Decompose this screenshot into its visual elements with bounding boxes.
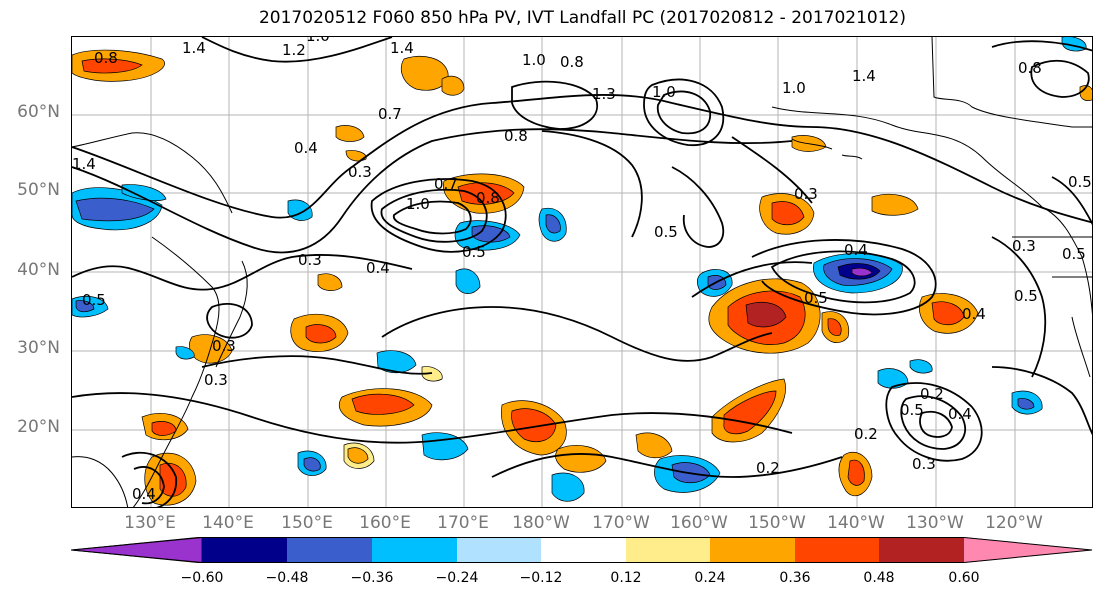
contour-label: 0.3 bbox=[794, 185, 818, 203]
contour-labels: 0.8 1.4 1.2 1.0 1.4 1.0 0.8 1.3 1.0 1.4 … bbox=[72, 37, 1092, 503]
colorbar-tick: 0.48 bbox=[863, 570, 895, 586]
graticule bbox=[72, 37, 1092, 507]
pv-contours bbox=[72, 37, 1092, 507]
contour-label: 0.3 bbox=[1012, 237, 1036, 255]
colorbar-segment-5 bbox=[457, 537, 541, 563]
colorbar-tick: 0.12 bbox=[610, 570, 642, 586]
lon-label-130e: 130°E bbox=[124, 513, 176, 533]
lat-label-60n: 60°N bbox=[17, 102, 60, 122]
contour-label: 0.7 bbox=[378, 105, 402, 123]
contour-label: 0.3 bbox=[912, 455, 936, 473]
contour-label: 1.4 bbox=[182, 39, 206, 57]
lon-label-140w: 140°W bbox=[827, 513, 885, 533]
colorbar-segment-6 bbox=[541, 537, 626, 563]
contour-label: 0.5 bbox=[900, 401, 924, 419]
contour-label: 0.2 bbox=[756, 459, 780, 477]
contour-label: 0.8 bbox=[560, 53, 584, 71]
contour-label: 0.3 bbox=[348, 163, 372, 181]
contour-label: 0.4 bbox=[962, 305, 986, 323]
contour-label: 0.3 bbox=[212, 337, 236, 355]
colorbar-segment-9 bbox=[795, 537, 879, 563]
contour-label: 1.4 bbox=[390, 39, 414, 57]
contour-label: 0.4 bbox=[844, 241, 868, 259]
contour-label: 1.2 bbox=[282, 41, 306, 59]
colorbar-segment-7 bbox=[626, 537, 710, 563]
lon-label-180w: 180°W bbox=[512, 513, 570, 533]
lon-label-150e: 150°E bbox=[281, 513, 333, 533]
colorbar-outline bbox=[71, 537, 1093, 563]
lon-label-120w: 120°W bbox=[985, 513, 1043, 533]
contour-label: 0.4 bbox=[132, 485, 156, 503]
pv-shading bbox=[72, 37, 1092, 506]
contour-label: 0.7 bbox=[434, 175, 458, 193]
contour-label: 1.4 bbox=[852, 67, 876, 85]
contour-label: 0.5 bbox=[804, 289, 828, 307]
lat-label-40n: 40°N bbox=[17, 260, 60, 280]
contour-label: 1.0 bbox=[522, 51, 546, 69]
contour-label: 0.4 bbox=[948, 405, 972, 423]
contour-label: 0.5 bbox=[654, 223, 678, 241]
lon-label-150w: 150°W bbox=[748, 513, 806, 533]
map-title: 2017020512 F060 850 hPa PV, IVT Landfall… bbox=[258, 8, 906, 28]
contour-label: 0.2 bbox=[920, 385, 944, 403]
contour-label: 0.5 bbox=[1014, 287, 1038, 305]
lon-label-140e: 140°E bbox=[202, 513, 254, 533]
contour-label: 1.0 bbox=[306, 37, 330, 45]
contour-label: 1.4 bbox=[72, 155, 96, 173]
lon-label-130w: 130°W bbox=[906, 513, 964, 533]
contour-label: 0.8 bbox=[94, 49, 118, 67]
lat-label-20n: 20°N bbox=[17, 417, 60, 437]
colorbar-tick: −0.60 bbox=[180, 570, 224, 586]
contour-label: 0.4 bbox=[366, 259, 390, 277]
contour-label: 0.8 bbox=[504, 127, 528, 145]
contour-label: 1.0 bbox=[782, 79, 806, 97]
contour-label: 1.3 bbox=[592, 85, 616, 103]
colorbar-tick: −0.36 bbox=[350, 570, 394, 586]
colorbar-tick: 0.60 bbox=[948, 570, 980, 586]
colorbar-segment-1 bbox=[71, 537, 203, 563]
contour-label: 0.4 bbox=[294, 139, 318, 157]
lon-label-160w: 160°W bbox=[670, 513, 728, 533]
lat-label-50n: 50°N bbox=[17, 180, 60, 200]
contour-label: 0.3 bbox=[298, 251, 322, 269]
colorbar-segment-4 bbox=[372, 537, 457, 563]
map-panel: 0.8 1.4 1.2 1.0 1.4 1.0 0.8 1.3 1.0 1.4 … bbox=[71, 36, 1093, 508]
coastlines bbox=[72, 37, 1092, 507]
colorbar-tick: −0.12 bbox=[519, 570, 563, 586]
colorbar-tick: 0.36 bbox=[779, 570, 811, 586]
contour-label: 0.8 bbox=[1018, 59, 1042, 77]
colorbar-tick: −0.24 bbox=[435, 570, 479, 586]
contour-label: 0.5 bbox=[1068, 173, 1092, 191]
contour-label: 0.5 bbox=[462, 243, 486, 261]
colorbar-segment-8 bbox=[710, 537, 795, 563]
lon-label-160e: 160°E bbox=[359, 513, 411, 533]
contour-label: 0.5 bbox=[82, 291, 106, 309]
colorbar-segment-11 bbox=[964, 537, 1093, 563]
contour-label: 1.0 bbox=[652, 83, 676, 101]
lat-label-30n: 30°N bbox=[17, 338, 60, 358]
contour-label: 0.5 bbox=[1062, 245, 1086, 263]
contour-label: 1.0 bbox=[406, 195, 430, 213]
colorbar-segment-3 bbox=[287, 537, 372, 563]
colorbar-segment-10 bbox=[879, 537, 964, 563]
colorbar bbox=[71, 537, 1093, 563]
map-canvas: 0.8 1.4 1.2 1.0 1.4 1.0 0.8 1.3 1.0 1.4 … bbox=[72, 37, 1092, 507]
contour-label: 0.2 bbox=[854, 425, 878, 443]
lon-label-170w: 170°W bbox=[592, 513, 650, 533]
lon-label-170e: 170°E bbox=[437, 513, 489, 533]
colorbar-tick: −0.48 bbox=[265, 570, 309, 586]
colorbar-segment-2 bbox=[202, 537, 287, 563]
contour-label: 0.8 bbox=[476, 189, 500, 207]
contour-label: 0.3 bbox=[204, 371, 228, 389]
colorbar-tick: 0.24 bbox=[694, 570, 726, 586]
